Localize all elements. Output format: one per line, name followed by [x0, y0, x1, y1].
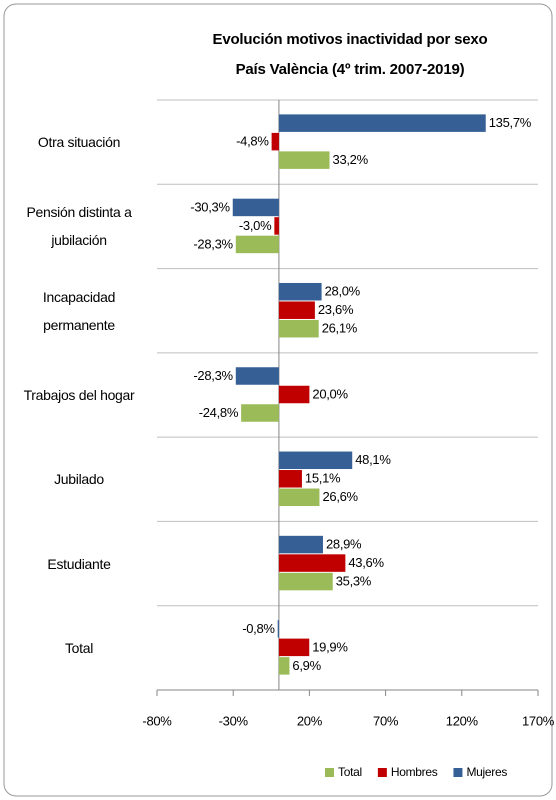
- value-label: 28,0%: [325, 284, 361, 299]
- bar: [278, 319, 319, 338]
- value-label: 26,1%: [322, 321, 358, 336]
- category-label: Estudiante: [47, 555, 111, 572]
- value-label: -0,8%: [242, 621, 275, 636]
- bar: [278, 114, 486, 132]
- value-label: 23,6%: [318, 302, 354, 317]
- chart-border: [3, 3, 553, 797]
- value-label: -28,3%: [193, 368, 233, 383]
- value-label: 20,0%: [312, 386, 348, 401]
- bar: [278, 451, 353, 470]
- bar: [278, 385, 310, 404]
- bar: [232, 198, 279, 217]
- x-tick-label: -30%: [219, 713, 249, 728]
- legend-label: Total: [338, 765, 362, 779]
- category-label: Total: [64, 639, 94, 656]
- x-tick-label: 170%: [522, 713, 555, 728]
- chart-subtitle: País València (4º trim. 2007-2019): [236, 61, 465, 78]
- bar: [278, 470, 302, 488]
- bar: [241, 404, 279, 422]
- bar: [278, 535, 323, 554]
- category-label: Trabajos del hogar: [23, 386, 135, 403]
- x-tick-label: -80%: [142, 713, 172, 728]
- x-tick-label: 20%: [297, 713, 323, 728]
- value-label: 28,9%: [326, 537, 362, 552]
- value-label: 135,7%: [489, 115, 532, 130]
- value-label: 6,9%: [292, 658, 321, 673]
- value-label: -30,3%: [190, 199, 230, 214]
- bar: [278, 572, 333, 591]
- category-label: Otra situación: [37, 134, 121, 151]
- x-tick-label: 70%: [373, 713, 399, 728]
- value-label: -24,8%: [199, 405, 239, 420]
- value-label: 19,9%: [312, 639, 348, 654]
- value-label: -4,8%: [236, 134, 269, 149]
- bar: [278, 638, 310, 657]
- bar: [278, 282, 322, 301]
- bar: [278, 657, 290, 675]
- category-label: Incapacidad permanente: [42, 288, 116, 333]
- legend-label: Mujeres: [466, 765, 507, 779]
- value-label: -3,0%: [239, 218, 272, 233]
- x-tick-label: 120%: [446, 713, 479, 728]
- value-label: 33,2%: [333, 152, 369, 167]
- category-label: Pensión distinta a jubilación: [26, 204, 132, 249]
- chart-title: Evolución motivos inactividad por sexo: [213, 31, 488, 48]
- bar: [277, 620, 279, 638]
- value-label: 35,3%: [336, 574, 372, 589]
- bar: [278, 554, 346, 572]
- legend-swatch: [377, 768, 387, 777]
- value-label: 15,1%: [305, 471, 341, 486]
- bar: [235, 367, 279, 385]
- legend-swatch: [453, 768, 463, 777]
- bar: [278, 301, 315, 319]
- value-label: 43,6%: [348, 555, 384, 570]
- legend-label: Hombres: [391, 765, 438, 779]
- bar: [278, 151, 330, 169]
- legend-swatch: [325, 768, 334, 777]
- bar: [278, 488, 320, 507]
- category-label: Jubilado: [54, 471, 104, 488]
- bar: [274, 217, 279, 235]
- value-label: -28,3%: [193, 236, 233, 251]
- value-label: 48,1%: [355, 452, 391, 467]
- value-label: 26,6%: [322, 489, 358, 504]
- bar: [271, 132, 279, 151]
- bar: [235, 235, 279, 254]
